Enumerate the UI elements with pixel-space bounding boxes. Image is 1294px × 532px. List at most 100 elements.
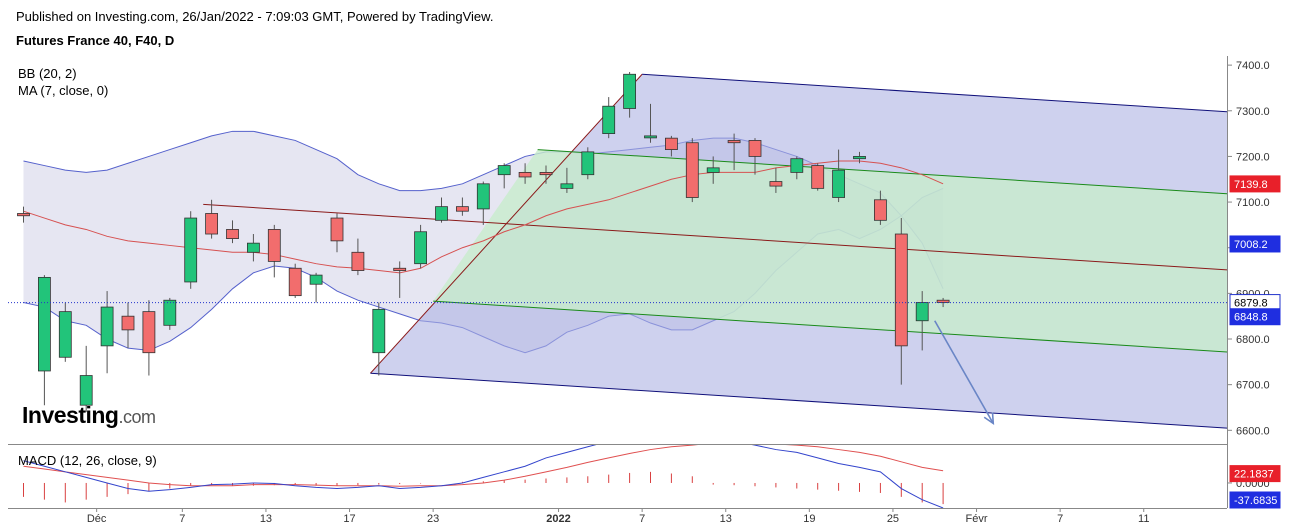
candle: [226, 220, 239, 244]
candle: [644, 103, 657, 143]
candle-body: [497, 165, 511, 176]
candle-body: [623, 73, 636, 109]
candle: [560, 167, 574, 193]
candle-body: [560, 183, 574, 189]
moving-average-line: [23, 160, 944, 274]
candle-body: [163, 299, 177, 326]
candle-body: [100, 306, 114, 347]
candle-body: [915, 302, 929, 322]
candle: [832, 149, 845, 203]
candle-body: [121, 315, 135, 331]
candle: [811, 163, 825, 191]
candle: [476, 181, 490, 225]
bollinger-legend: BB (20, 2): [18, 66, 77, 81]
candle: [435, 197, 448, 223]
candle-body: [142, 311, 156, 354]
price-badge-box: [1229, 235, 1281, 253]
candle: [539, 165, 553, 184]
candle: [351, 238, 365, 276]
candle-body: [435, 206, 448, 221]
pitchfork-inner-upper-line: [537, 149, 1227, 195]
candle: [100, 291, 114, 374]
candle: [142, 300, 156, 376]
time-tick-label: 2022: [546, 513, 570, 525]
price-axis: 7400.07300.07200.07100.07000.06900.06800…: [1227, 60, 1281, 437]
candle: [184, 211, 198, 289]
candle: [414, 224, 428, 269]
time-axis: Déc 7 13 17 23 2022 7 13 19 25 Févr 7 11: [87, 508, 1149, 525]
time-tick-label: 13: [720, 513, 732, 525]
candle-body: [936, 299, 950, 303]
time-tick-label: 25: [887, 513, 899, 525]
moving-average-layer: [23, 160, 944, 274]
price-badge-box: [1229, 175, 1281, 193]
candle: [58, 302, 72, 362]
time-tick-label: 23: [427, 513, 439, 525]
candle-body: [330, 217, 344, 242]
price-badge-label: 7139.8: [1234, 179, 1268, 191]
candle: [205, 199, 219, 239]
candle-body: [226, 229, 239, 239]
price-badge-label: 6848.8: [1234, 312, 1268, 324]
macd-signal-line: [23, 445, 944, 487]
pitchfork-lower-tine: [370, 372, 1227, 429]
candle-body: [894, 233, 908, 347]
price-tick-label: 7100.0: [1236, 197, 1270, 209]
candle: [748, 138, 762, 175]
candle: [309, 272, 323, 303]
candle-body: [414, 231, 428, 265]
candle-body: [184, 217, 198, 283]
candle-body: [665, 137, 678, 150]
candle: [894, 218, 908, 385]
candle: [727, 133, 741, 171]
candle-body: [58, 311, 72, 358]
macd-badge-box: [1229, 465, 1281, 483]
candle-body: [476, 183, 490, 210]
investing-logo: Investing.com: [22, 402, 156, 428]
time-tick-label: 11: [1138, 513, 1149, 525]
price-tick-label: 7300.0: [1236, 106, 1270, 118]
price-tick-label: 7200.0: [1236, 151, 1270, 163]
price-badge-label: 6879.8: [1234, 298, 1268, 310]
macd-legend: MACD (12, 26, close, 9): [18, 453, 157, 468]
macd-layer: [23, 445, 944, 508]
pitchfork-inner-lower-line: [433, 300, 1227, 353]
candle-body: [267, 229, 281, 262]
candle-body: [874, 199, 887, 221]
candle: [163, 297, 177, 330]
candle: [915, 291, 929, 351]
candle-body: [288, 267, 302, 297]
pitchfork-upper-tine: [642, 73, 1227, 113]
candle: [393, 261, 407, 298]
candle-body: [790, 158, 804, 173]
candle-body: [685, 142, 699, 198]
chart-frame: [8, 56, 1228, 509]
forecast-arrow-layer: [934, 320, 995, 426]
candle: [288, 263, 302, 298]
time-tick-label: 7: [179, 513, 185, 525]
candle: [790, 156, 804, 180]
price-tick-label: 6600.0: [1236, 425, 1270, 437]
macd-badge-label: 22.1837: [1234, 469, 1274, 481]
candle: [17, 206, 30, 223]
candle-body: [246, 242, 260, 253]
candle-body: [644, 135, 657, 139]
candle: [121, 302, 135, 349]
candle: [372, 302, 386, 376]
candle: [623, 71, 636, 118]
candle-body: [38, 276, 51, 372]
candle-body: [17, 213, 30, 217]
candle: [246, 234, 260, 262]
candle-body: [79, 375, 93, 406]
candle-body: [727, 140, 741, 144]
candle-body: [748, 140, 762, 157]
candle: [853, 151, 866, 164]
time-tick-label: 13: [260, 513, 272, 525]
candle: [518, 163, 532, 184]
price-badge-box: [1229, 308, 1281, 326]
candle-body: [769, 181, 783, 187]
candle-body: [393, 267, 407, 271]
time-tick-label: 19: [803, 513, 815, 525]
candle: [874, 190, 887, 225]
